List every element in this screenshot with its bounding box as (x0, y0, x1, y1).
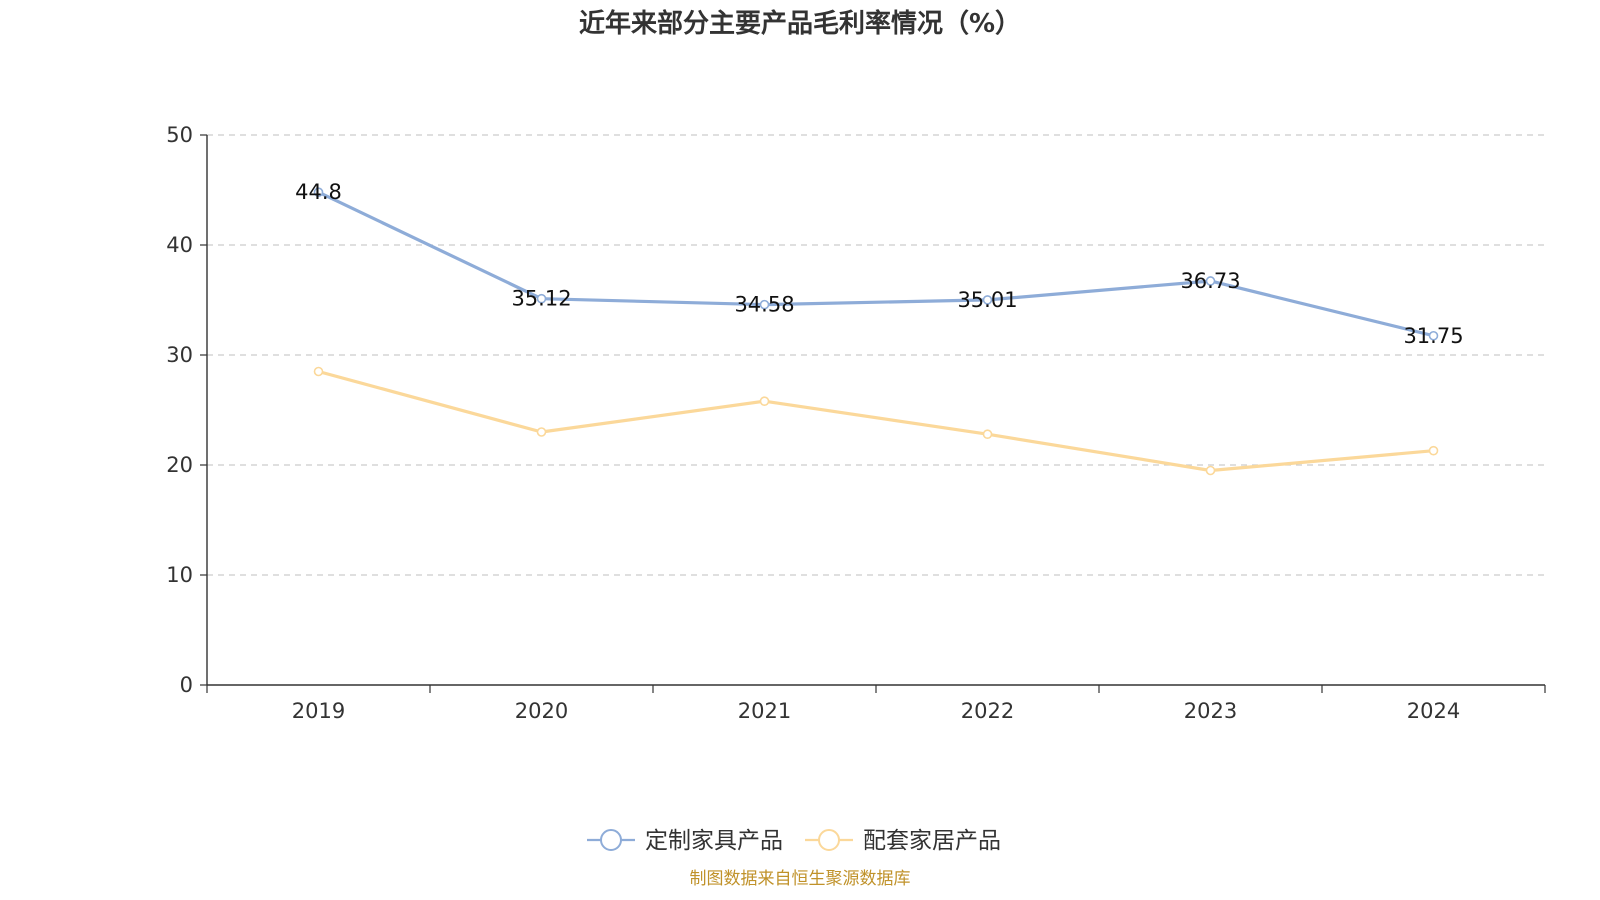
legend-item-0[interactable]: 定制家具产品 (587, 828, 783, 854)
data-label: 44.8 (295, 180, 342, 204)
legend-circle-icon (818, 829, 840, 851)
data-point (759, 396, 770, 407)
axes: 0 10 20 30 40 50 2019 2020 2021 2022 2023 2024 (166, 123, 1546, 723)
data-point (982, 429, 993, 440)
series-line-1 (318, 369, 1434, 473)
legend-circle-icon (600, 829, 622, 851)
chart-title: 近年来部分主要产品毛利率情况（%） (579, 8, 1021, 39)
y-tick-label: 40 (166, 233, 193, 257)
data-point (982, 295, 993, 305)
data-label: 36.73 (1180, 269, 1240, 293)
data-point (1428, 445, 1439, 456)
data-point (536, 427, 547, 437)
data-label: 35.01 (957, 288, 1017, 312)
legend-label: 定制家具产品 (645, 828, 783, 854)
data-point (1428, 330, 1439, 341)
data-point (1205, 465, 1216, 476)
x-tick-label: 2019 (292, 699, 345, 723)
grid-lines (207, 134, 1545, 576)
y-tick-label: 0 (180, 673, 193, 697)
series-lines (313, 187, 1439, 476)
series-line-0 (317, 190, 1434, 338)
data-point (313, 366, 324, 377)
y-tick-label: 30 (166, 343, 193, 367)
y-tick-label: 20 (166, 453, 193, 477)
x-tick-label: 2024 (1407, 699, 1460, 723)
legend-label: 配套家居产品 (863, 828, 1001, 854)
data-label: 35.12 (511, 287, 571, 311)
data-point (536, 293, 547, 304)
data-labels: 44.8 35.12 34.58 35.01 36.73 31.75 (295, 180, 1463, 348)
x-tick-label: 2020 (515, 699, 568, 723)
y-tick-label: 50 (166, 123, 193, 147)
data-point (759, 299, 770, 310)
legend-item-1[interactable]: 配套家居产品 (805, 828, 1001, 854)
x-tick-label: 2023 (1184, 699, 1237, 723)
y-tick-label: 10 (166, 563, 193, 587)
data-label: 31.75 (1403, 324, 1463, 348)
data-point (1205, 276, 1216, 286)
legend[interactable]: 定制家具产品 配套家居产品 (587, 828, 1001, 854)
data-label: 34.58 (734, 293, 794, 317)
x-tick-label: 2022 (961, 699, 1014, 723)
source-note: 制图数据来自恒生聚源数据库 (690, 869, 911, 889)
x-tick-label: 2021 (738, 699, 791, 723)
data-point (313, 187, 324, 197)
